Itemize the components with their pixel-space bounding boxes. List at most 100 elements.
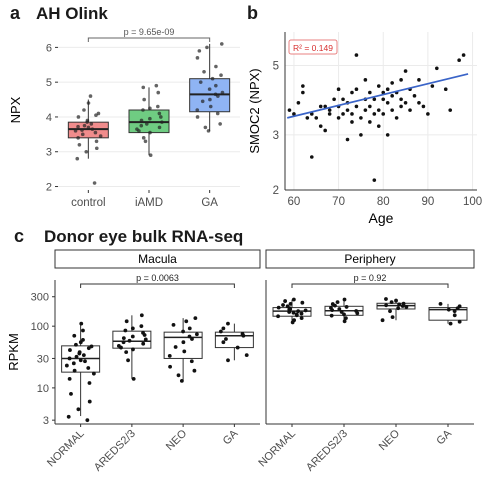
- data-point: [168, 364, 172, 369]
- data-point: [327, 112, 332, 116]
- data-point: [148, 116, 152, 121]
- data-point: [404, 305, 409, 309]
- data-point: [143, 139, 148, 144]
- data-point: [139, 313, 144, 318]
- data-point: [83, 359, 87, 364]
- data-point: [93, 130, 98, 135]
- data-point: [213, 92, 218, 97]
- data-point: [71, 361, 76, 366]
- data-point: [75, 156, 80, 161]
- data-point: [303, 308, 308, 313]
- data-point: [296, 101, 301, 105]
- data-point: [78, 358, 83, 363]
- data-point: [314, 116, 319, 120]
- y-axis-label: SMOC2 (NPX): [247, 68, 262, 153]
- x-tick-label: GA: [434, 427, 454, 447]
- data-point: [77, 142, 82, 147]
- x-tick-label: 60: [288, 196, 301, 208]
- data-point: [294, 312, 299, 317]
- data-point: [96, 111, 101, 116]
- data-point: [130, 334, 135, 339]
- data-point: [76, 136, 80, 140]
- data-point: [376, 124, 381, 128]
- data-point: [345, 137, 350, 142]
- x-tick-label: GA: [201, 197, 218, 209]
- data-point: [335, 300, 340, 305]
- y-tick-label: 4: [46, 112, 52, 124]
- data-point: [381, 97, 386, 102]
- data-point: [198, 80, 203, 84]
- data-point: [139, 118, 144, 123]
- data-point: [329, 313, 334, 318]
- y-tick-label: 30: [37, 353, 49, 365]
- data-point: [208, 97, 212, 102]
- facet-strip: [54, 249, 261, 269]
- significance-bracket: [80, 283, 235, 288]
- p-value-label: p = 0.0063: [136, 273, 179, 283]
- data-point: [342, 312, 346, 317]
- data-point: [368, 104, 372, 109]
- data-point: [195, 115, 200, 119]
- data-point: [214, 83, 218, 88]
- data-point: [309, 155, 314, 159]
- data-point: [141, 341, 146, 346]
- data-point: [359, 116, 363, 120]
- data-point: [281, 303, 285, 307]
- data-point: [372, 178, 377, 182]
- data-point: [86, 346, 91, 351]
- data-point: [160, 120, 164, 124]
- y-tick-label: 10: [37, 383, 49, 395]
- data-point: [121, 340, 126, 345]
- x-tick-label: GA: [221, 427, 241, 447]
- data-point: [148, 130, 152, 135]
- data-point: [296, 309, 301, 314]
- r2-label: R² = 0.149: [293, 43, 333, 53]
- data-point: [336, 87, 341, 92]
- x-tick-label: 80: [377, 196, 390, 208]
- data-point: [218, 329, 223, 334]
- data-point: [77, 350, 82, 355]
- data-point: [389, 300, 394, 305]
- x-tick-label: AREDS2/3: [92, 428, 138, 474]
- panel-b-letter: b: [247, 3, 258, 23]
- data-point: [332, 97, 336, 102]
- data-point: [143, 337, 148, 342]
- data-point: [376, 84, 381, 88]
- data-point: [354, 309, 359, 313]
- data-point: [323, 128, 327, 133]
- data-point: [435, 66, 439, 71]
- data-point: [184, 319, 189, 324]
- data-point: [408, 108, 412, 112]
- data-point: [354, 53, 359, 57]
- y-tick-label: 2: [273, 185, 279, 197]
- data-point: [171, 322, 176, 327]
- data-point: [457, 304, 462, 309]
- data-point: [76, 407, 81, 412]
- data-point: [372, 97, 377, 102]
- data-point: [141, 85, 146, 90]
- data-point: [84, 149, 89, 154]
- x-tick-label: NORMAL: [256, 428, 298, 470]
- data-point: [81, 353, 86, 357]
- data-point: [344, 305, 349, 309]
- data-point: [354, 104, 359, 109]
- data-point: [443, 87, 448, 92]
- data-point: [85, 418, 90, 423]
- data-point: [90, 127, 95, 131]
- data-point: [181, 329, 185, 334]
- data-point: [336, 116, 341, 120]
- box: [214, 331, 254, 349]
- data-point: [390, 315, 395, 320]
- data-point: [417, 78, 421, 82]
- data-point: [69, 391, 73, 396]
- data-point: [87, 399, 92, 404]
- chart-b-smoc2-age-scatter: 60 70 80 90 100 2 3 5 Age SMOC2 (NPX) R² = 0.149: [247, 32, 482, 226]
- data-point: [116, 343, 121, 348]
- data-point: [76, 115, 81, 119]
- data-point: [221, 340, 226, 345]
- data-point: [396, 306, 401, 311]
- data-point: [98, 134, 103, 138]
- data-point: [292, 112, 296, 116]
- data-point: [318, 124, 323, 128]
